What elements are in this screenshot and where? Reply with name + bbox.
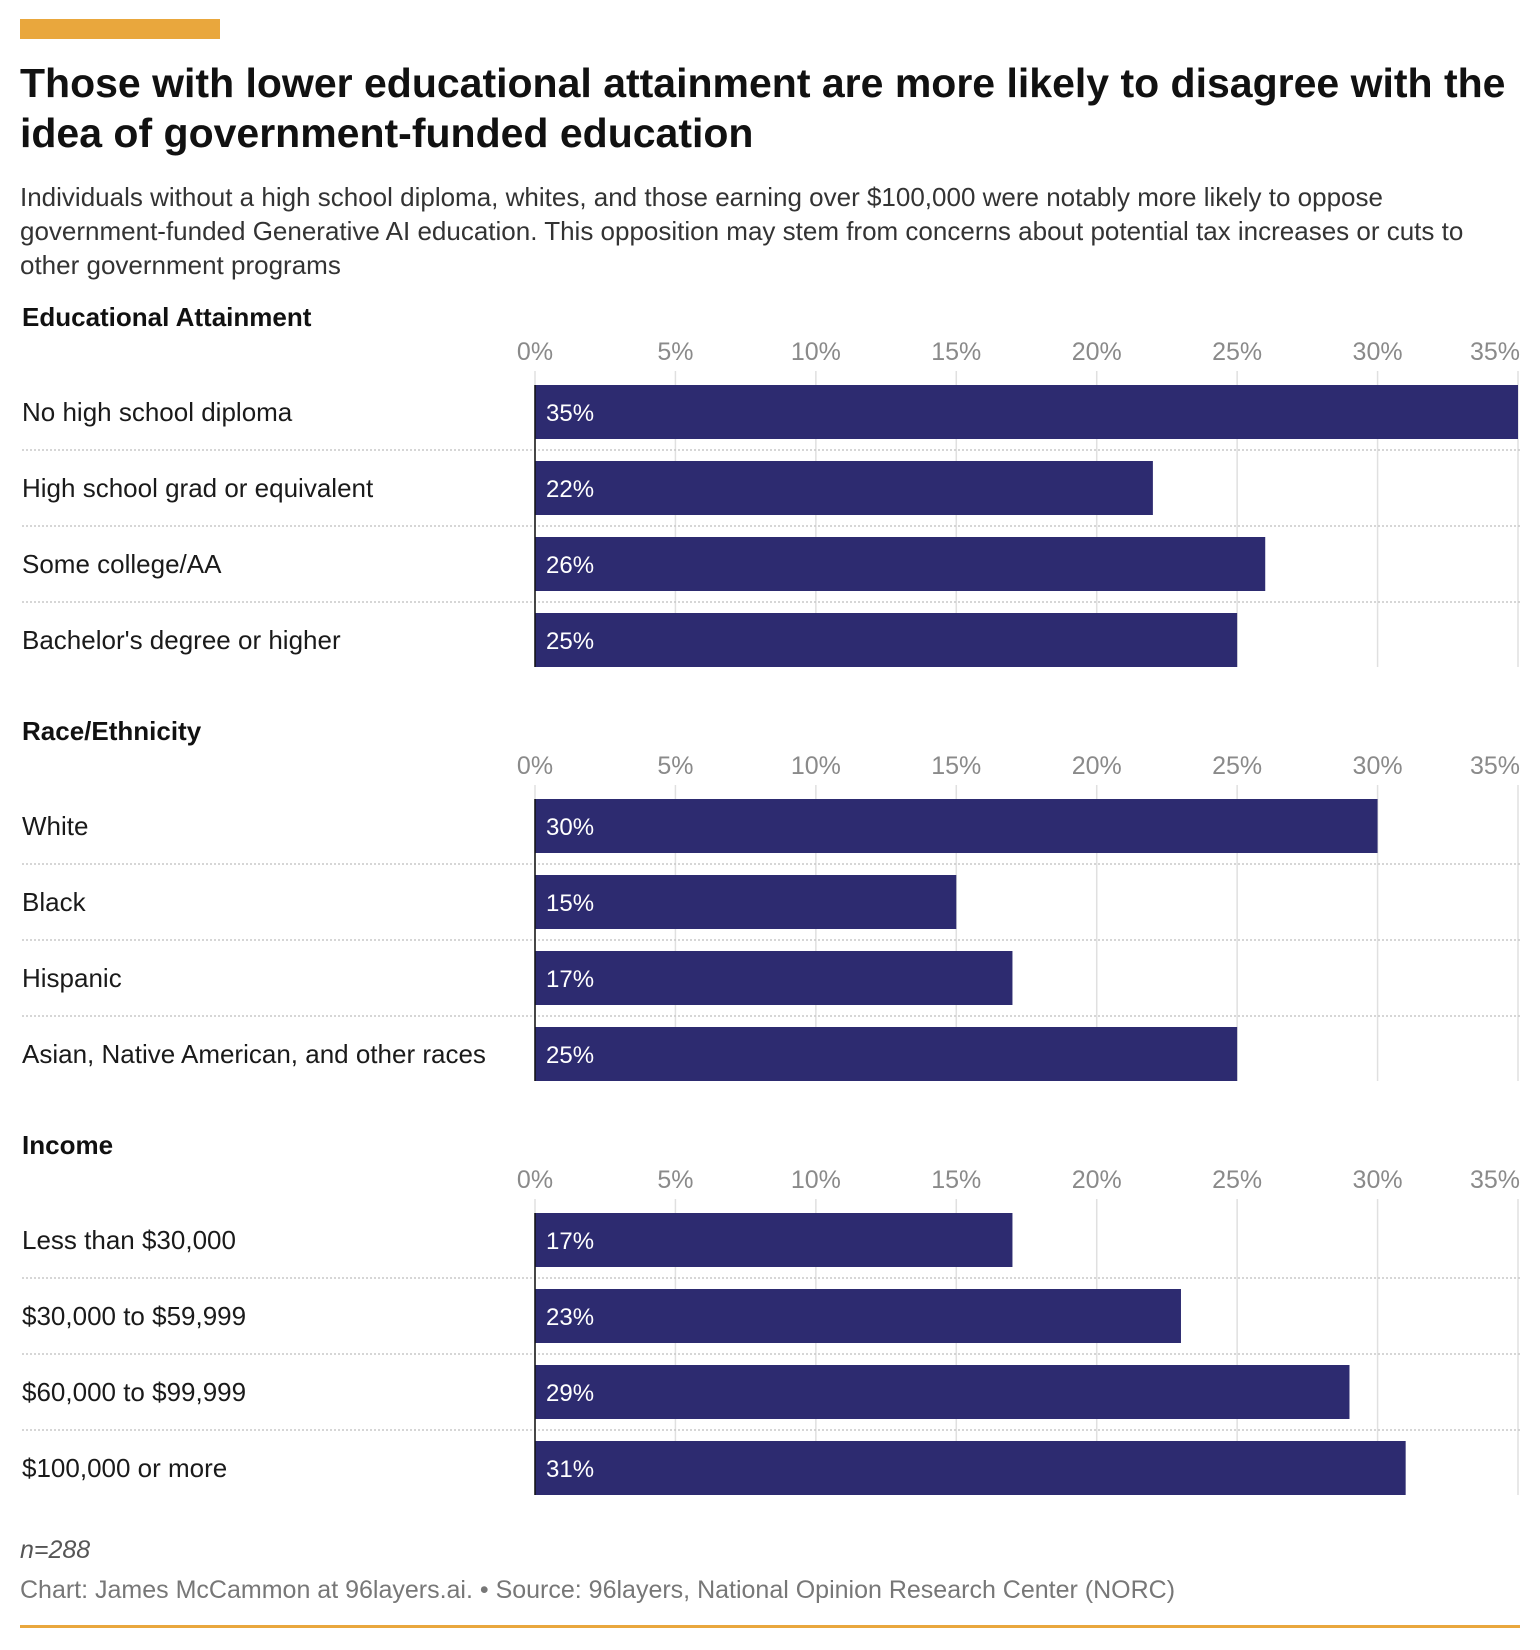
category-label: $30,000 to $59,999	[22, 1301, 246, 1331]
section-title-education: Educational Attainment	[22, 302, 312, 332]
chart-subtitle: Individuals without a high school diplom…	[20, 182, 1464, 280]
tick-label: 20%	[1072, 752, 1122, 780]
tick-label: 0%	[517, 338, 553, 366]
value-label: 17%	[546, 1228, 594, 1255]
tick-label: 5%	[657, 752, 693, 780]
value-label: 15%	[546, 890, 594, 917]
category-label: No high school diploma	[22, 397, 293, 427]
category-label: $100,000 or more	[22, 1453, 227, 1483]
bar	[535, 875, 957, 929]
category-label: Bachelor's degree or higher	[22, 625, 341, 655]
tick-label: 10%	[791, 338, 841, 366]
value-label: 23%	[546, 1304, 594, 1331]
tick-label: 10%	[791, 752, 841, 780]
accent-bar	[20, 19, 220, 39]
tick-label: 5%	[657, 338, 693, 366]
value-label: 25%	[546, 1042, 594, 1069]
chart-title: Those with lower educational attainment …	[20, 60, 1506, 156]
category-label: High school grad or equivalent	[22, 473, 374, 503]
value-label: 25%	[546, 628, 594, 655]
tick-label: 15%	[931, 1166, 981, 1194]
bar	[535, 537, 1266, 591]
tick-label: 20%	[1072, 1166, 1122, 1194]
section-title-income: Income	[22, 1130, 114, 1160]
chart-education: 0% 5% 10% 15% 20% 25% 30% 35% No high school dip…	[0, 337, 1540, 682]
value-label: 35%	[546, 400, 594, 427]
tick-label: 0%	[517, 752, 553, 780]
value-label: 29%	[546, 1380, 594, 1407]
category-label: Black	[22, 887, 87, 917]
tick-label: 25%	[1212, 338, 1262, 366]
tick-label: 25%	[1212, 752, 1262, 780]
tick-label: 35%	[1470, 1166, 1520, 1194]
source-credit: Chart: James McCammon at 96layers.ai. • …	[20, 1576, 1176, 1604]
bar	[535, 613, 1238, 667]
category-label: White	[22, 811, 88, 841]
tick-label: 35%	[1470, 752, 1520, 780]
bar	[535, 1213, 1013, 1267]
sample-size-note: n=288	[20, 1536, 91, 1564]
bar	[535, 1027, 1238, 1081]
tick-label: 20%	[1072, 338, 1122, 366]
tick-label: 30%	[1353, 338, 1403, 366]
bar	[535, 1441, 1406, 1495]
bar	[535, 385, 1518, 439]
value-label: 17%	[546, 966, 594, 993]
category-label: Some college/AA	[22, 549, 222, 579]
tick-label: 30%	[1353, 752, 1403, 780]
tick-label: 15%	[931, 338, 981, 366]
tick-label: 35%	[1470, 338, 1520, 366]
chart-race-svg: 0% 5% 10% 15% 20% 25% 30% 35% White 30% Black 15% Hi…	[22, 752, 1520, 1081]
value-label: 30%	[546, 814, 594, 841]
chart-income: 0% 5% 10% 15% 20% 25% 30% 35% Less than $30,000 1…	[0, 1165, 1540, 1510]
bar	[535, 1289, 1181, 1343]
category-label: Hispanic	[22, 963, 122, 993]
tick-label: 0%	[517, 1166, 553, 1194]
chart-education-svg: 0% 5% 10% 15% 20% 25% 30% 35% No high school dip…	[22, 338, 1520, 667]
category-label: Asian, Native American, and other races	[22, 1039, 486, 1069]
value-label: 26%	[546, 552, 594, 579]
bar	[535, 951, 1013, 1005]
chart-race: 0% 5% 10% 15% 20% 25% 30% 35% White 30% Black 15% Hi…	[0, 751, 1540, 1096]
bar	[535, 1365, 1350, 1419]
tick-label: 10%	[791, 1166, 841, 1194]
bottom-rule	[20, 1625, 1520, 1628]
chart-income-svg: 0% 5% 10% 15% 20% 25% 30% 35% Less than $30,000 1…	[22, 1166, 1520, 1495]
tick-label: 15%	[931, 752, 981, 780]
tick-label: 5%	[657, 1166, 693, 1194]
bar	[535, 799, 1378, 853]
category-label: $60,000 to $99,999	[22, 1377, 246, 1407]
value-label: 22%	[546, 476, 594, 503]
bar	[535, 461, 1153, 515]
value-label: 31%	[546, 1456, 594, 1483]
tick-label: 30%	[1353, 1166, 1403, 1194]
section-title-race: Race/Ethnicity	[22, 716, 202, 746]
category-label: Less than $30,000	[22, 1225, 236, 1255]
tick-label: 25%	[1212, 1166, 1262, 1194]
